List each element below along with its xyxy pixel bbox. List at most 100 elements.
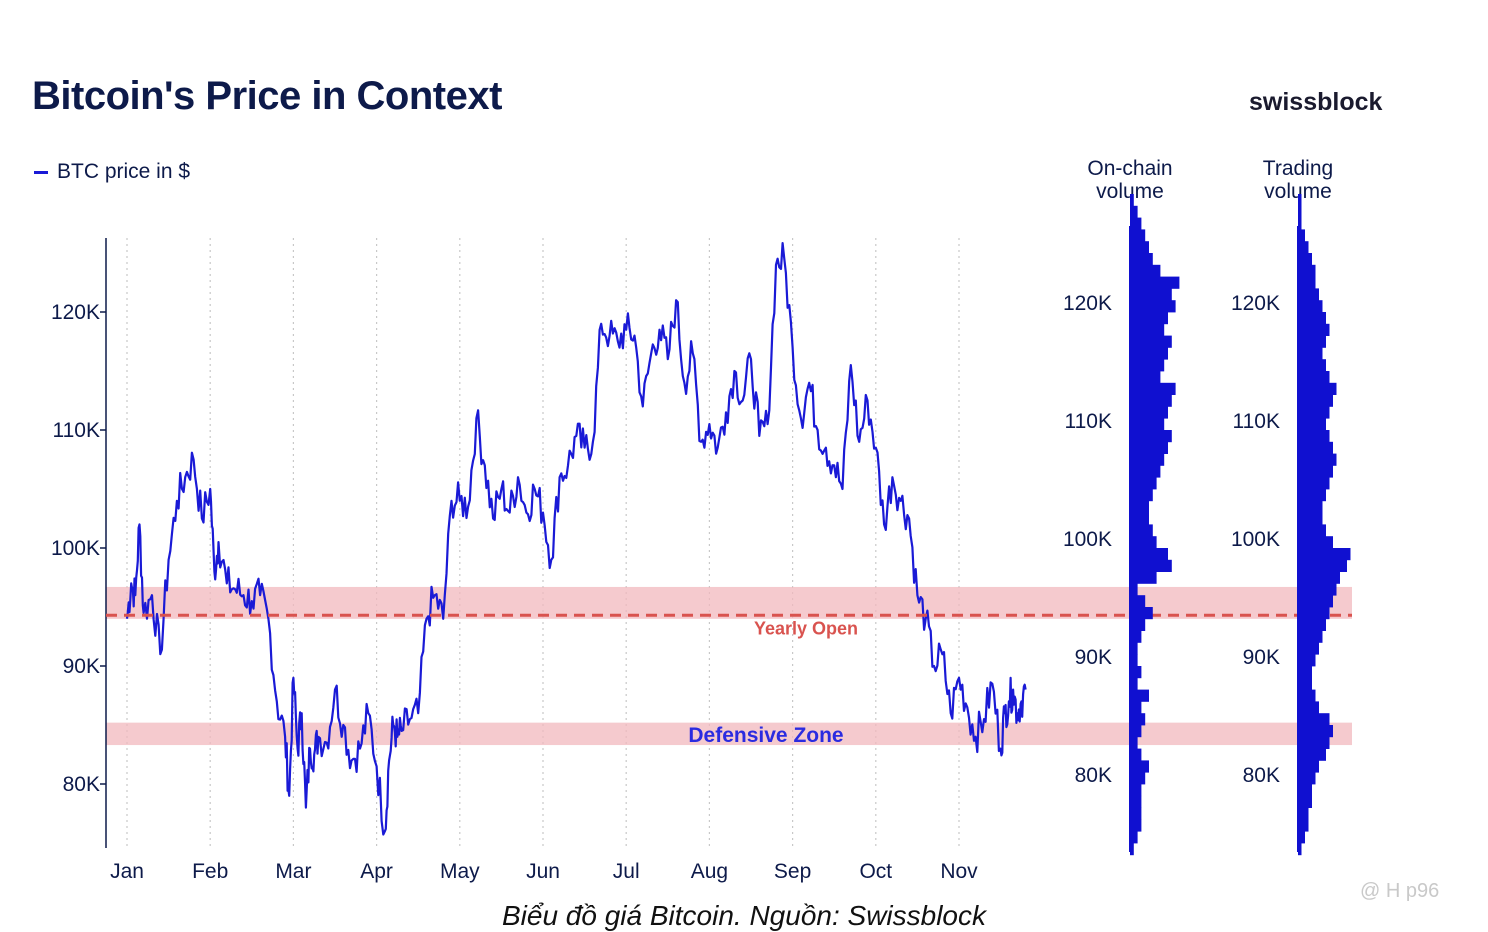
onchain-volume-bar (1130, 359, 1165, 372)
onchain-volume-tick-label: 90K (1075, 646, 1112, 669)
trading-volume-bar (1298, 418, 1326, 431)
y-tick-label: 90K (63, 655, 100, 678)
onchain-volume-bar (1130, 748, 1142, 761)
trading-volume-tick-label: 80K (1243, 764, 1280, 787)
onchain-volume-bar (1130, 559, 1172, 572)
yearly-open-label: Yearly Open (754, 618, 858, 638)
trading-volume-tick-label: 110K (1233, 410, 1281, 433)
onchain-volume-bar (1130, 229, 1146, 242)
x-tick-label-jun: Jun (526, 860, 560, 883)
trading-volume-bar (1298, 371, 1330, 384)
trading-volume-bar (1298, 807, 1309, 820)
legend-swatch (34, 170, 48, 174)
trading-volume-bar (1298, 748, 1326, 761)
brand-logo: swissblock (1249, 88, 1383, 116)
watermark: @ H p96 (1360, 880, 1440, 902)
trading-volume-bar (1298, 205, 1302, 218)
onchain-volume-bar (1130, 217, 1142, 230)
trading-volume-tick-label: 100K (1231, 528, 1280, 551)
trading-volume-bar (1298, 843, 1302, 856)
onchain-header-line1: On-chain (1087, 157, 1173, 180)
onchain-volume-bar (1130, 736, 1138, 749)
onchain-volume-bar (1130, 489, 1153, 502)
onchain-volume-bar (1130, 335, 1172, 348)
trading-volume-bar (1298, 666, 1312, 679)
trading-volume-bar (1298, 253, 1312, 266)
trading-volume-bar (1298, 583, 1337, 596)
trading-volume-bar (1298, 394, 1333, 407)
onchain-volume-bar (1130, 630, 1142, 643)
trading-volume-tick-label: 90K (1243, 646, 1280, 669)
onchain-volume-bar (1130, 595, 1146, 608)
trading-volume-bar (1298, 571, 1340, 584)
trading-volume-bar (1298, 500, 1323, 513)
trading-volume-bar (1298, 701, 1319, 714)
onchain-volume-bar (1130, 418, 1165, 431)
onchain-volume-bar (1130, 453, 1165, 466)
onchain-volume-bar (1130, 689, 1149, 702)
onchain-volume-bar (1130, 264, 1161, 277)
onchain-volume-bar (1130, 536, 1157, 549)
onchain-volume-tick-label: 100K (1063, 528, 1112, 551)
trading-volume-bar (1298, 323, 1330, 336)
chart-title: Bitcoin's Price in Context (32, 74, 502, 118)
onchain-volume-bar (1130, 205, 1138, 218)
trading-volume-bar (1298, 618, 1326, 631)
x-tick-label-apr: Apr (360, 860, 393, 883)
trading-volume-bar (1298, 453, 1337, 466)
x-tick-label-may: May (440, 860, 480, 883)
x-tick-label-feb: Feb (192, 860, 228, 883)
trading-volume-bar (1298, 536, 1333, 549)
trading-volume-bar (1298, 607, 1330, 620)
onchain-volume-bar (1130, 725, 1142, 738)
defensive-zone-band (106, 722, 1352, 746)
legend-label: BTC price in $ (57, 160, 191, 183)
onchain-volume-bar (1130, 194, 1134, 207)
trading-volume-bar (1298, 689, 1316, 702)
onchain-volume-bar (1130, 831, 1138, 844)
onchain-volume-bar (1130, 677, 1138, 690)
trading-volume-bar (1298, 477, 1330, 490)
y-tick-label: 100K (51, 537, 100, 560)
trading-volume-bar (1298, 654, 1316, 667)
onchain-volume-bar (1130, 571, 1157, 584)
trading-volume-bar (1298, 559, 1347, 572)
onchain-volume-bar (1130, 323, 1165, 336)
onchain-volume-bar (1130, 807, 1142, 820)
trading-volume-header: Trading volume (1228, 157, 1368, 203)
onchain-volume-bar (1130, 618, 1146, 631)
y-tick-label: 80K (63, 773, 100, 796)
trading-volume-bar (1298, 276, 1316, 289)
trading-volume-bar (1298, 312, 1326, 325)
trading-volume-bar (1298, 465, 1333, 478)
onchain-volume-bar (1130, 701, 1142, 714)
trading-volume-bar (1298, 264, 1316, 277)
trading-volume-bar (1298, 725, 1333, 738)
onchain-volume-bar (1130, 795, 1142, 808)
onchain-volume-bar (1130, 760, 1149, 773)
legend: BTC price in $ (34, 160, 190, 184)
trading-volume-bar (1298, 382, 1337, 395)
onchain-volume-bar (1130, 477, 1157, 490)
onchain-volume-bar (1130, 524, 1153, 537)
x-tick-label-oct: Oct (859, 860, 892, 883)
trading-volume-bar (1298, 772, 1316, 785)
trading-volume-bar (1298, 595, 1333, 608)
onchain-volume-bar (1130, 371, 1161, 384)
onchain-volume-tick-label: 80K (1075, 764, 1112, 787)
onchain-volume-bar (1130, 548, 1168, 561)
onchain-volume-bar (1130, 253, 1153, 266)
trading-volume-bar (1298, 524, 1326, 537)
trading-volume-bar (1298, 489, 1326, 502)
figure-caption: Biểu đồ giá Bitcoin. Nguồn: Swissblock (501, 900, 987, 931)
onchain-volume-bar (1130, 347, 1168, 360)
onchain-volume-bar (1130, 666, 1142, 679)
x-tick-label-jul: Jul (613, 860, 640, 883)
trading-volume-bar (1298, 194, 1302, 207)
onchain-volume-bar (1130, 713, 1146, 726)
onchain-volume-bar (1130, 312, 1168, 325)
trading-volume-bar (1298, 241, 1309, 254)
onchain-volume-bar (1130, 430, 1172, 443)
trading-volume-bar (1298, 784, 1312, 797)
onchain-header-line2: volume (1096, 180, 1164, 203)
